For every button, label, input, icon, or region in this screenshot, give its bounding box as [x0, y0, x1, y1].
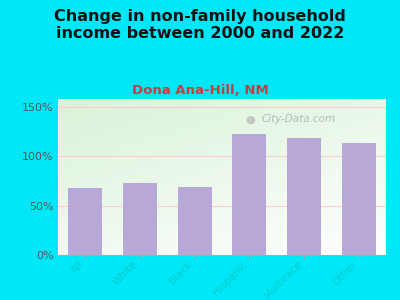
Text: Change in non-family household
income between 2000 and 2022: Change in non-family household income be… — [54, 9, 346, 41]
Bar — [232, 134, 266, 255]
Text: Dona Ana-Hill, NM: Dona Ana-Hill, NM — [132, 84, 268, 97]
Bar — [287, 139, 321, 255]
Bar — [178, 187, 212, 255]
Bar — [342, 143, 376, 255]
Bar — [123, 183, 157, 255]
Bar — [68, 188, 102, 255]
Text: ●: ● — [245, 114, 255, 124]
Text: City-Data.com: City-Data.com — [261, 114, 336, 124]
